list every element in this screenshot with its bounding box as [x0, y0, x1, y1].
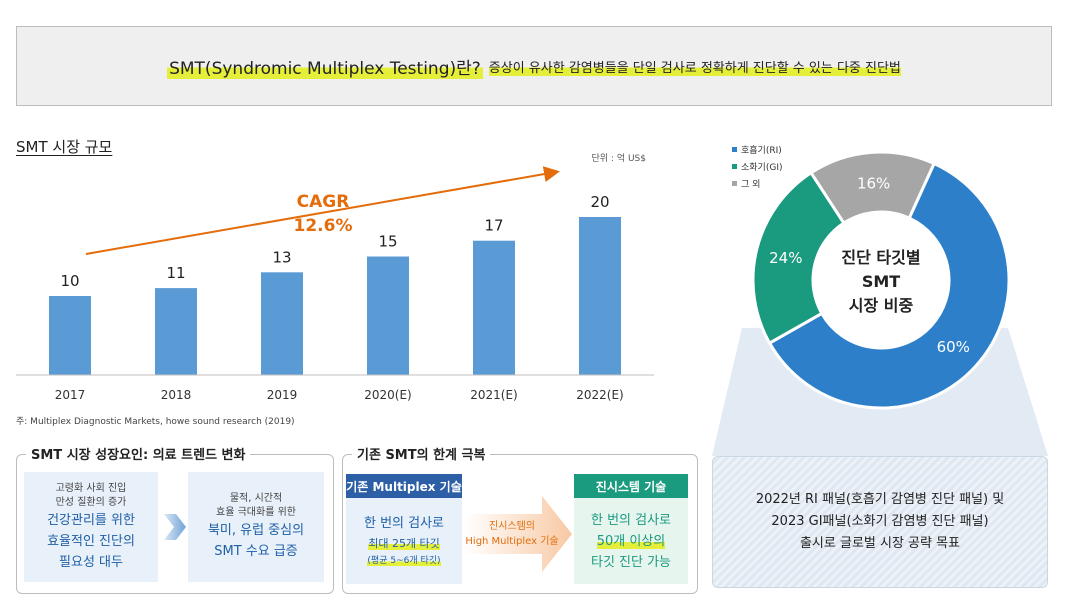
bar-2017: [49, 296, 91, 375]
new-tech-line-1: 한 번의 검사로: [590, 512, 672, 528]
target-share-donut-chart: 60% 24% 16% 진단 타깃별 SMT 시장 비중: [712, 150, 1048, 456]
legend-label-gi: 소화기(GI): [741, 163, 783, 173]
unit-label: 단위 : 억 US$: [592, 152, 646, 164]
market-section-title: SMT 시장 규모: [16, 138, 113, 156]
donut-center-line-2: SMT: [862, 272, 900, 291]
growth-left-big-1: 건강관리를 위한: [47, 512, 135, 528]
banner-title: SMT(Syndromic Multiplex Testing)란?: [167, 53, 483, 79]
x-tick-label-2019: 2019: [267, 388, 298, 402]
bar-2020(E): [367, 256, 409, 375]
bar-2021(E): [473, 240, 515, 375]
growth-right-big-2: SMT 수요 급증: [214, 544, 298, 559]
donut-center-line-1: 진단 타깃별: [841, 248, 920, 267]
legend-swatch-other: [732, 181, 737, 186]
x-tick-label-2018: 2018: [161, 388, 192, 402]
summary-line-2: 2023 GI패널(소화기 감염병 진단 패널): [771, 514, 989, 529]
bar-2022(E): [579, 217, 621, 375]
slice-value-label-소화기(GI): 24%: [769, 249, 802, 267]
new-tech-line-3: 타깃 진단 가능: [590, 554, 672, 570]
bar-value-label-2022(E): 20: [590, 193, 609, 211]
legend-label-other: 그 외: [741, 180, 761, 190]
growth-factor-aging: 고령화 사회 진입 만성 질환의 증가 건강관리를 위한 효율적인 진단의 필요…: [24, 472, 158, 582]
legend-item-gi: 소화기(GI): [732, 160, 783, 173]
bar-value-label-2018: 11: [166, 264, 185, 282]
old-tech-header: 기존 Multiplex 기술: [346, 474, 462, 498]
growth-factors-title: SMT 시장 성장요인: 의료 트렌드 변화: [26, 444, 251, 463]
launch-plan-summary: 2022년 RI 패널(호흡기 감염병 진단 패널) 및 2023 GI패널(소…: [712, 456, 1048, 588]
slice-value-label-호흡기(RI): 60%: [937, 338, 970, 356]
arrow-right-icon: [464, 496, 572, 572]
legend-swatch-gi: [732, 164, 737, 169]
growth-right-small-1: 물적, 시간적: [229, 493, 283, 504]
new-tech-header: 진시스템 기술: [574, 474, 688, 498]
bar-value-label-2020(E): 15: [378, 233, 397, 251]
bar-value-label-2017: 10: [60, 272, 79, 290]
bar-2018: [155, 288, 197, 375]
old-tech-line-3: (평균 5~6개 타깃): [367, 556, 441, 566]
slice-호흡기(RI): [767, 161, 1011, 410]
market-size-bar-chart: 10 2017 11 2018 13 2019 15 2020(E) 17 2021(E) 20 20…: [16, 152, 654, 402]
growth-right-big-1: 북미, 유럽 중심의: [207, 523, 305, 538]
cagr-label: CAGR: [297, 192, 350, 212]
arrow-caption-line-1: 진시스템의: [489, 521, 535, 532]
bar-2019: [261, 272, 303, 375]
x-tick-label-2017: 2017: [55, 388, 86, 402]
old-tech-body: 한 번의 검사로 최대 25개 타깃 (평균 5~6개 타깃): [346, 498, 462, 584]
donut-center: [813, 212, 949, 348]
x-tick-label-2020(E): 2020(E): [364, 388, 411, 402]
slice-value-label-그 외: 16%: [857, 174, 890, 192]
growth-left-small-1: 고령화 사회 진입: [55, 482, 127, 494]
slice-그 외: [809, 150, 937, 226]
definition-banner: SMT(Syndromic Multiplex Testing)란? 증상이 유…: [16, 26, 1052, 106]
new-tech-body: 한 번의 검사로 50개 이상의 타깃 진단 가능: [574, 498, 688, 584]
smt-limits-box: [342, 454, 698, 594]
x-tick-label-2021(E): 2021(E): [470, 388, 517, 402]
smt-limits-title: 기존 SMT의 한계 극복: [352, 444, 491, 463]
arrow-caption-line-2: High Multiplex 기술: [465, 536, 559, 547]
growth-left-small-2: 만성 질환의 증가: [55, 496, 127, 508]
chevron-right-icon: [164, 514, 186, 540]
old-tech-line-2: 최대 25개 타깃: [368, 537, 440, 550]
bar-value-label-2021(E): 17: [484, 217, 503, 235]
growth-right-small-2: 효율 극대화를 위한: [216, 507, 296, 518]
bar-value-label-2019: 13: [272, 248, 291, 266]
chart-source-note: 주: Multiplex Diagnostic Markets, howe so…: [16, 417, 295, 427]
donut-center-line-3: 시장 비중: [849, 296, 914, 315]
legend-item-ri: 호흡기(RI): [732, 143, 782, 156]
arrow-caption: 진시스템의 High Multiplex 기술: [462, 512, 562, 556]
cagr-trend-arrow: [85, 166, 560, 255]
old-tech-line-1: 한 번의 검사로: [363, 516, 445, 531]
growth-left-big-2: 효율적인 진단의: [47, 533, 135, 549]
growth-left-big-3: 필요성 대두: [59, 554, 123, 570]
growth-factor-demand: 물적, 시간적 효율 극대화를 위한 북미, 유럽 중심의 SMT 수요 급증: [188, 472, 324, 582]
summary-line-1: 2022년 RI 패널(호흡기 감염병 진단 패널) 및: [755, 492, 1005, 507]
summary-line-3: 출시로 글로벌 시장 공략 목표: [799, 536, 961, 551]
legend-item-other: 그 외: [732, 177, 760, 190]
legend-swatch-ri: [732, 147, 737, 152]
new-tech-line-2: 50개 이상의: [596, 533, 666, 549]
legend-label-ri: 호흡기(RI): [741, 146, 782, 156]
banner-description: 증상이 유사한 감염병들을 단일 검사로 정확하게 진단할 수 있는 다중 진단…: [488, 56, 901, 76]
x-tick-label-2022(E): 2022(E): [576, 388, 623, 402]
cagr-value: 12.6%: [294, 216, 353, 236]
